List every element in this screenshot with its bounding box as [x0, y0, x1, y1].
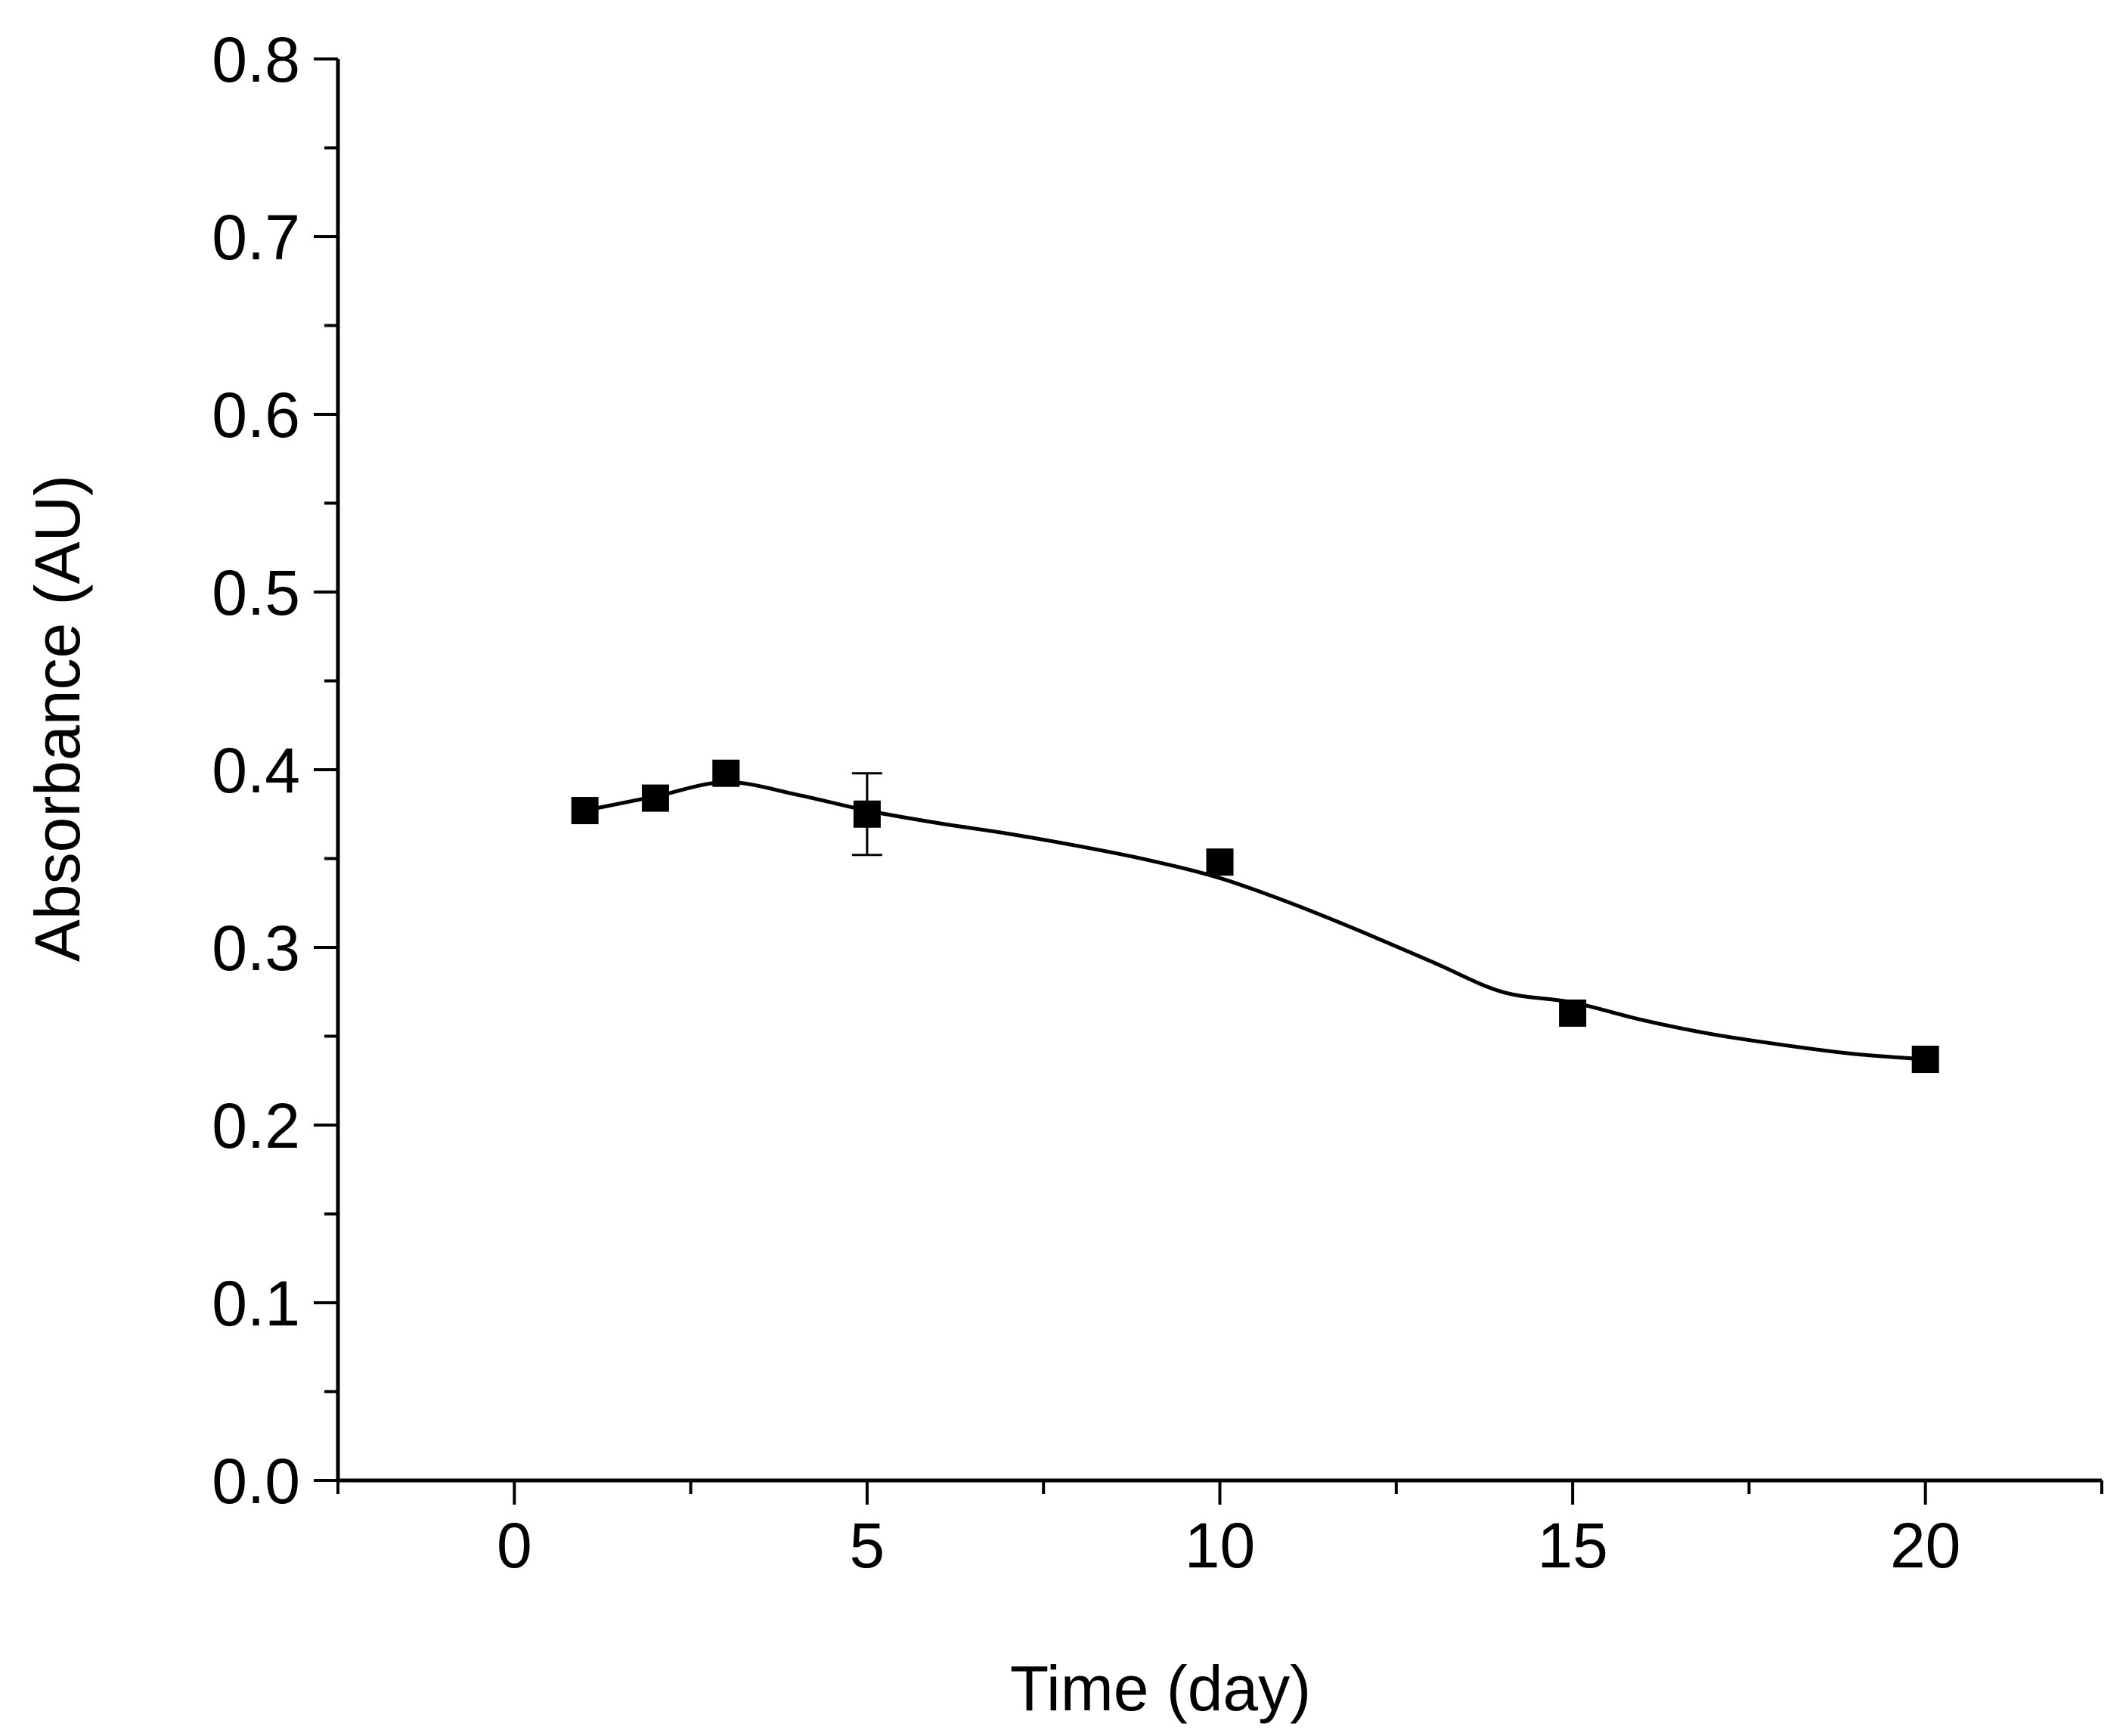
ticks — [314, 57, 2103, 1505]
x-tick-label: 10 — [1185, 1510, 1255, 1581]
x-axis-title: Time (day) — [1010, 1653, 1311, 1724]
x-tick-label: 0 — [497, 1510, 532, 1581]
y-tick-label: 0.2 — [212, 1090, 300, 1161]
data-point — [571, 797, 599, 825]
y-tick-label: 0.1 — [212, 1268, 300, 1339]
y-axis-title: Absorbance (AU) — [22, 475, 93, 962]
y-tick-label: 0.0 — [212, 1446, 300, 1517]
y-tick-label: 0.3 — [212, 913, 300, 984]
data-point — [1206, 848, 1234, 876]
data-point — [853, 800, 881, 828]
data-point — [1911, 1046, 1939, 1074]
x-tick-label: 5 — [850, 1510, 885, 1581]
fit-curve-layer — [584, 780, 1926, 1062]
y-tick-label: 0.8 — [212, 24, 300, 95]
y-tick-label: 0.5 — [212, 557, 300, 628]
data-point — [641, 784, 669, 812]
x-tick-label: 15 — [1537, 1510, 1607, 1581]
axes — [336, 59, 2102, 1483]
y-tick-label: 0.7 — [212, 202, 300, 273]
fit-curve — [584, 780, 1926, 1062]
data-point — [1559, 999, 1587, 1027]
x-tick-label: 20 — [1890, 1510, 1960, 1581]
y-tick-label: 0.4 — [212, 735, 300, 806]
tick-labels: 0.0 0.1 0.2 0.3 0.4 0.5 0.6 0.7 0.8 0 5 10 15 20 — [212, 24, 1960, 1581]
data-point — [712, 759, 740, 787]
data-points — [571, 759, 1939, 1074]
y-tick-label: 0.6 — [212, 380, 300, 451]
